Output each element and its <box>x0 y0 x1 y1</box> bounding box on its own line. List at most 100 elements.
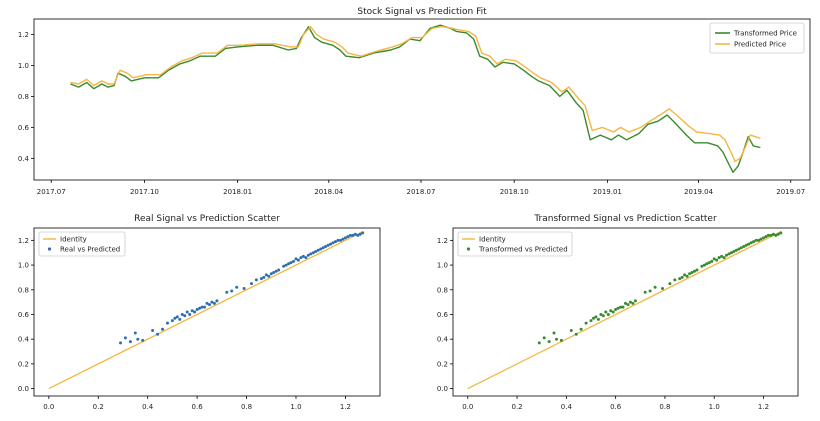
x-tick-label: 2018.07 <box>407 188 436 196</box>
scatter-point <box>690 271 694 274</box>
x-tick-label: 2019.01 <box>593 188 622 196</box>
scatter-point <box>720 254 724 258</box>
scatter-point <box>705 262 709 266</box>
scatter-point <box>574 332 578 336</box>
scatter-point <box>616 306 620 310</box>
scatter-point <box>749 241 753 245</box>
scatter-point <box>609 309 613 313</box>
legend: Identity Real vs Predicted <box>38 231 126 257</box>
scatter-point <box>301 254 305 258</box>
scatter-point <box>161 327 164 331</box>
scatter-point <box>747 242 751 246</box>
scatter-point <box>195 308 199 311</box>
scatter-point <box>626 303 630 307</box>
scatter-point <box>762 236 765 240</box>
scatter-point <box>604 310 608 314</box>
scatter-point <box>614 308 618 311</box>
scatter-point <box>579 327 583 331</box>
scatter-point <box>712 257 716 261</box>
scatter-point <box>215 299 219 303</box>
scatter-point <box>272 271 276 274</box>
scatter-point <box>601 314 605 318</box>
x-tick-label: 2018.01 <box>223 188 252 196</box>
scatter-point <box>547 340 551 344</box>
scatter-point <box>769 233 773 237</box>
scatter-point <box>309 252 313 256</box>
scatter-point <box>732 250 736 253</box>
scatter-point <box>700 264 704 268</box>
y-tick-label: 0.8 <box>437 286 448 294</box>
scatter-point <box>353 232 357 236</box>
scatter-point <box>648 289 652 293</box>
scatter-point <box>319 247 323 251</box>
scatter-point <box>589 319 593 323</box>
scatter-point <box>559 338 563 342</box>
legend-swatch <box>466 247 471 251</box>
identity-line <box>48 231 363 390</box>
legend-box <box>38 231 126 257</box>
scatter-point <box>230 289 234 293</box>
legend-label: Transformed Price <box>733 30 797 38</box>
scatter-point <box>136 337 140 341</box>
x-tick-label: 0.0 <box>462 403 473 411</box>
scatter-point <box>764 235 768 239</box>
scatter-point <box>555 337 558 341</box>
scatter-point <box>584 321 588 325</box>
y-tick-label: 1.0 <box>18 62 29 70</box>
scatter-point <box>119 341 122 345</box>
scatter-point <box>668 282 672 286</box>
scatter-point <box>304 256 308 260</box>
legend-label: Transformed vs Predicted <box>478 246 568 254</box>
legend-box <box>709 22 805 54</box>
legend: Transformed Price Predicted Price <box>709 22 805 54</box>
scatter-point <box>326 243 330 247</box>
scatter-point <box>695 268 699 272</box>
scatter-point <box>358 232 362 236</box>
scatter-point <box>606 313 610 316</box>
scatter-point <box>269 272 273 276</box>
scatter-point <box>633 299 637 303</box>
scatter-point <box>552 331 556 335</box>
y-tick-label: 1.2 <box>18 237 29 245</box>
scatter-point <box>715 258 719 262</box>
legend-label: Identity <box>60 236 87 244</box>
scatter-point <box>123 336 127 340</box>
scatter-point <box>259 277 263 281</box>
series-line-predicted-price <box>70 26 761 163</box>
scatter-point <box>624 301 627 305</box>
x-tick-label: 0.8 <box>241 403 252 411</box>
scatter-point <box>688 272 692 276</box>
scatter-point <box>339 238 342 242</box>
x-tick-label: 0.6 <box>610 403 622 411</box>
plot-frame <box>452 227 799 397</box>
scatter-point <box>727 252 731 256</box>
scatter-point <box>282 264 286 268</box>
scatter-point <box>242 287 246 290</box>
scatter-point <box>599 313 603 316</box>
y-tick-label: 0.4 <box>18 336 30 344</box>
scatter-point <box>170 319 174 323</box>
y-tick-label: 1.0 <box>18 262 29 270</box>
scatter-point <box>621 305 625 309</box>
x-tick-label: 2018.04 <box>314 188 343 196</box>
scatter-point <box>594 315 598 319</box>
scatter-point <box>173 316 177 320</box>
scatter-point <box>351 233 355 237</box>
scatter-point <box>596 317 600 321</box>
scatter-point <box>193 310 197 314</box>
scatter-point <box>274 269 278 273</box>
legend: Identity Transformed vs Predicted <box>457 231 573 257</box>
scatter-point <box>661 287 664 290</box>
x-tick-label: 2019.07 <box>776 188 805 196</box>
scatter-point <box>334 240 337 244</box>
scatter-point <box>611 310 615 314</box>
scatter-point <box>537 341 541 345</box>
x-tick-label: 2017.07 <box>37 188 66 196</box>
x-tick-label: 0.2 <box>512 403 523 411</box>
y-tick-label: 1.2 <box>18 31 29 39</box>
scatter-point <box>356 233 360 237</box>
scatter-point <box>205 301 209 305</box>
y-tick-label: 0.2 <box>18 360 29 368</box>
y-tick-label: 0.6 <box>437 311 449 319</box>
